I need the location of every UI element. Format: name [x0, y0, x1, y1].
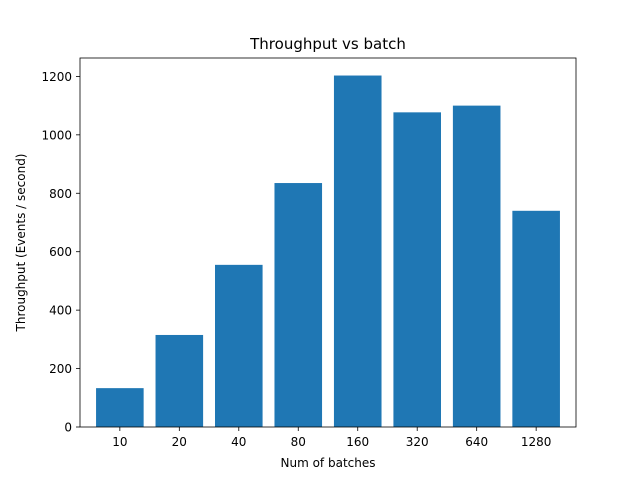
y-tick-label-1200: 1200 — [41, 70, 72, 84]
bar-20 — [155, 334, 204, 427]
bar-10 — [96, 388, 144, 427]
y-axis-label: Throughput (Events / second) — [14, 154, 28, 333]
y-tick-label-0: 0 — [64, 421, 72, 435]
y-tick-label-800: 800 — [49, 187, 72, 201]
x-tick-label-20: 20 — [172, 435, 187, 449]
y-axis-ticks: 0 200 400 600 800 1000 1200 — [41, 70, 80, 435]
bar-40 — [215, 264, 263, 427]
bar-160 — [333, 75, 382, 427]
chart-title: Throughput vs batch — [249, 35, 406, 53]
x-tick-label-320: 320 — [406, 435, 429, 449]
bar-640 — [452, 105, 501, 428]
x-tick-label-40: 40 — [231, 435, 246, 449]
y-tick-label-400: 400 — [49, 304, 72, 318]
x-tick-label-80: 80 — [291, 435, 306, 449]
y-tick-label-1000: 1000 — [41, 128, 72, 142]
x-axis-ticks: 10 20 40 80 160 320 640 1280 — [112, 427, 551, 449]
plot-frame — [79, 57, 577, 428]
bars-group — [96, 75, 560, 428]
bar-1280 — [512, 210, 560, 427]
bar-80 — [274, 183, 323, 427]
y-tick-label-200: 200 — [49, 362, 72, 376]
x-tick-label-640: 640 — [465, 435, 488, 449]
x-axis-label: Num of batches — [281, 456, 376, 470]
bar-320 — [393, 112, 441, 427]
x-tick-label-10: 10 — [112, 435, 127, 449]
y-tick-label-600: 600 — [49, 245, 72, 259]
x-tick-label-1280: 1280 — [521, 435, 552, 449]
x-tick-label-160: 160 — [346, 435, 369, 449]
